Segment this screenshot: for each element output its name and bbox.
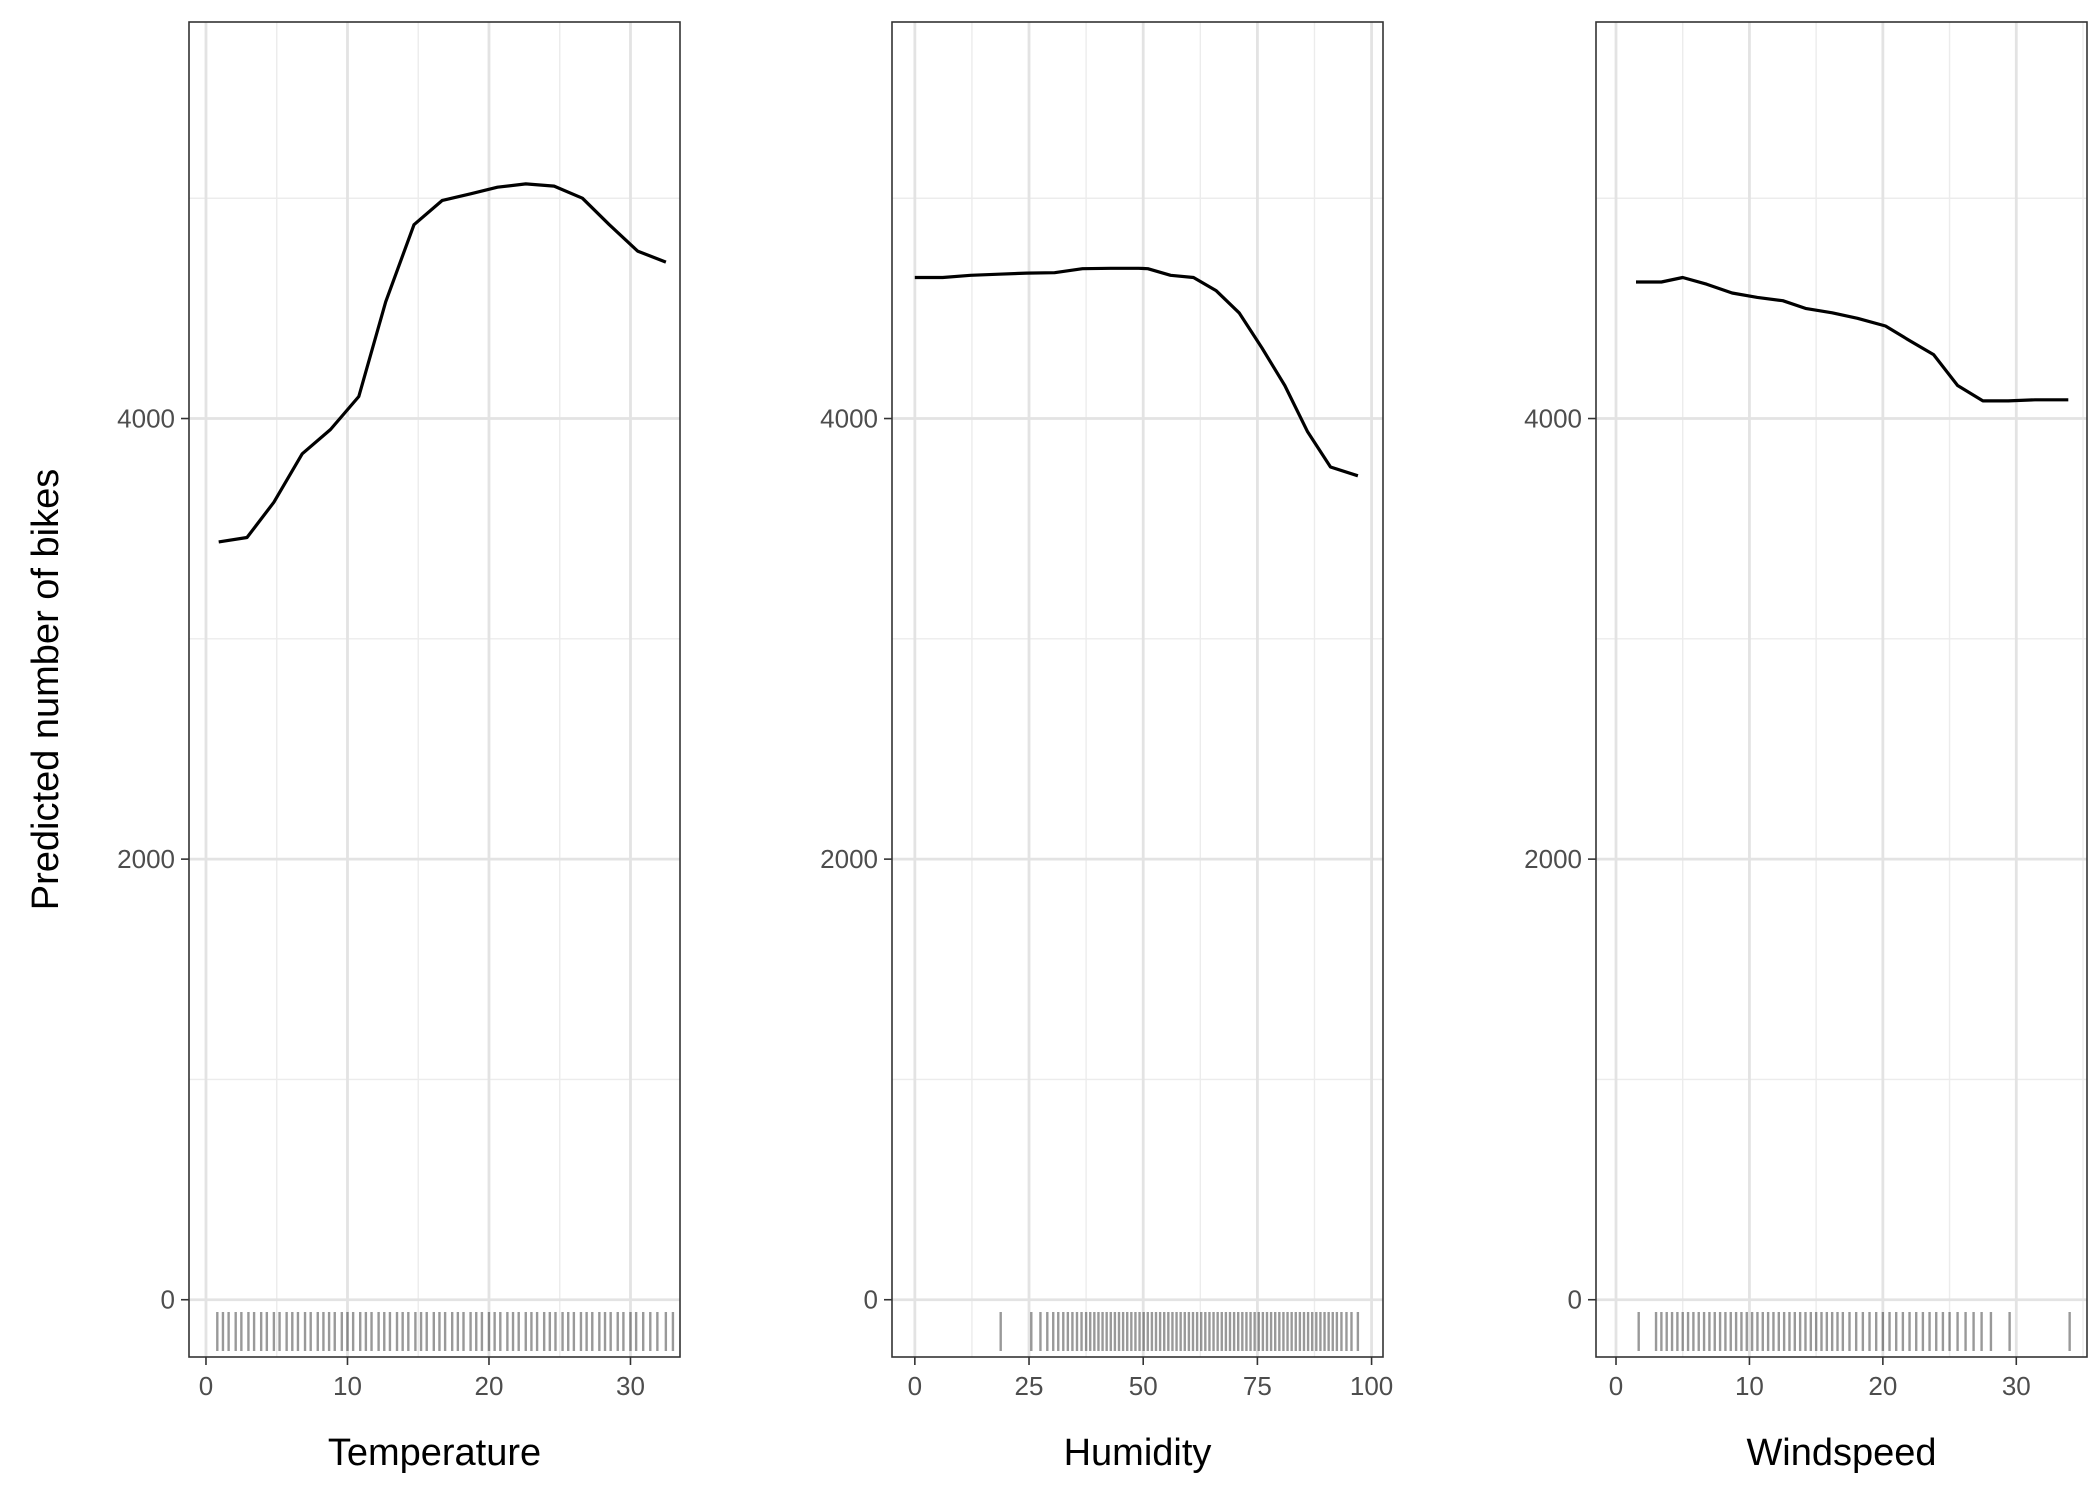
x-tick-label: 20	[475, 1371, 504, 1401]
x-tick-label: 10	[1735, 1371, 1764, 1401]
x-tick-label: 0	[1609, 1371, 1623, 1401]
series-line	[218, 182, 667, 544]
series-line	[914, 266, 1359, 478]
panel-border	[188, 21, 681, 1358]
panel-border	[1595, 21, 2088, 1358]
y-tick-label: 0	[161, 1285, 175, 1315]
x-tick-label: 50	[1129, 1371, 1158, 1401]
series-line	[1636, 275, 2069, 403]
panel-3: 0 2000 4000 0 10 20 30 Windspeed	[1524, 21, 2088, 1474]
x-tick-label: 0	[908, 1371, 922, 1401]
y-tick-label: 2000	[117, 844, 175, 874]
x-tick-label: 30	[2002, 1371, 2031, 1401]
y-tick-label: 4000	[820, 404, 878, 434]
x-tick-label: 25	[1015, 1371, 1044, 1401]
y-tick-label: 4000	[117, 404, 175, 434]
y-tick-label: 4000	[1524, 404, 1582, 434]
x-axis-title: Windspeed	[1746, 1432, 1936, 1474]
x-tick-label: 20	[1868, 1371, 1897, 1401]
x-tick-label: 100	[1350, 1371, 1393, 1401]
x-tick-label: 75	[1243, 1371, 1272, 1401]
x-axis-title: Temperature	[328, 1432, 541, 1474]
panel-1: 0 2000 4000 0 10 20 30 Temperature Predicted num…	[25, 21, 681, 1474]
panel-2: 0 2000 4000 0 25 50 75 100 Humidity	[820, 21, 1393, 1474]
y-tick-label: 2000	[820, 844, 878, 874]
y-axis-title: Predicted number of bikes	[25, 469, 67, 910]
y-tick-label: 0	[864, 1285, 878, 1315]
x-tick-label: 0	[199, 1371, 213, 1401]
x-axis-title: Humidity	[1064, 1432, 1212, 1474]
y-tick-label: 0	[1568, 1285, 1582, 1315]
x-tick-label: 10	[333, 1371, 362, 1401]
x-tick-label: 30	[616, 1371, 645, 1401]
panel-border	[891, 21, 1384, 1358]
y-tick-label: 2000	[1524, 844, 1582, 874]
